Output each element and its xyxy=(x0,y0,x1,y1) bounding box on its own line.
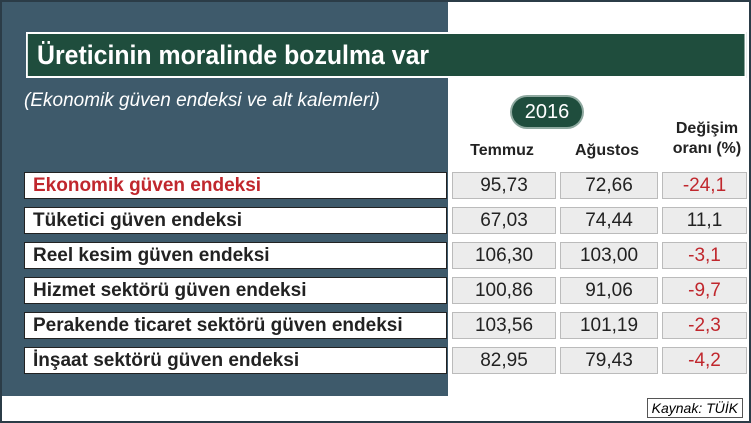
year-badge: 2016 xyxy=(512,97,582,127)
cell: 101,19 xyxy=(560,312,658,339)
cell: -4,2 xyxy=(662,347,747,374)
row-label: Ekonomik güven endeksi xyxy=(24,172,447,199)
row-label: Hizmet sektörü güven endeksi xyxy=(24,277,447,304)
subtitle: (Ekonomik güven endeksi ve alt kalemleri… xyxy=(24,90,380,111)
cell: 11,1 xyxy=(662,207,747,234)
cell: 95,73 xyxy=(452,172,556,199)
cell: -24,1 xyxy=(662,172,747,199)
cell: 103,00 xyxy=(560,242,658,269)
cell: 100,86 xyxy=(452,277,556,304)
column-header: Ağustos xyxy=(575,142,639,159)
row-label: Perakende ticaret sektörü güven endeksi xyxy=(24,312,447,339)
source: Kaynak: TÜİK xyxy=(646,398,743,418)
cell: 106,30 xyxy=(452,242,556,269)
cell: 82,95 xyxy=(452,347,556,374)
cell: -3,1 xyxy=(662,242,747,269)
cell: 67,03 xyxy=(452,207,556,234)
cell: 72,66 xyxy=(560,172,658,199)
row-label: İnşaat sektörü güven endeksi xyxy=(24,347,447,374)
cell: 74,44 xyxy=(560,207,658,234)
cell: -2,3 xyxy=(662,312,747,339)
row-label: Tüketici güven endeksi xyxy=(24,207,447,234)
cell: 91,06 xyxy=(560,277,658,304)
title: Üreticinin moralinde bozulma var xyxy=(26,32,747,78)
column-header: Temmuz xyxy=(470,142,534,159)
cell: 103,56 xyxy=(452,312,556,339)
cell: -9,7 xyxy=(662,277,747,304)
row-label: Reel kesim güven endeksi xyxy=(24,242,447,269)
column-header: Değişim oranı (%) xyxy=(672,120,742,157)
cell: 79,43 xyxy=(560,347,658,374)
